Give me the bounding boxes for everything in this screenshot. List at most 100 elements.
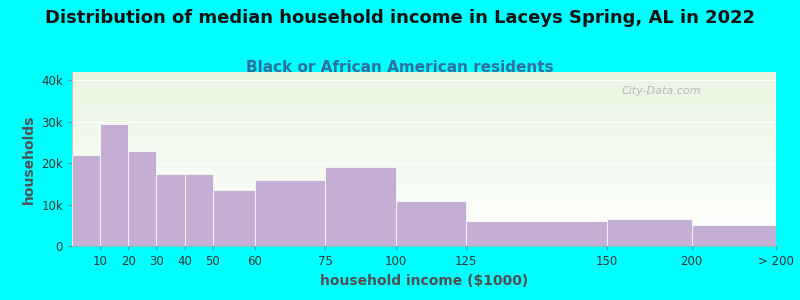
Bar xyxy=(72,80,776,81)
Bar xyxy=(72,110,776,111)
Bar xyxy=(72,182,776,183)
Bar xyxy=(72,227,776,229)
Bar xyxy=(72,99,776,100)
Bar xyxy=(72,181,776,182)
Bar xyxy=(72,160,776,161)
Bar xyxy=(72,171,776,172)
Bar xyxy=(72,163,776,164)
Bar xyxy=(72,167,776,168)
Bar xyxy=(72,135,776,136)
Bar xyxy=(72,155,776,157)
Bar xyxy=(72,150,776,151)
Bar xyxy=(72,157,776,158)
Bar xyxy=(72,120,776,121)
Bar xyxy=(72,178,776,179)
Bar xyxy=(607,219,691,246)
Bar xyxy=(72,104,776,106)
Bar xyxy=(72,112,776,114)
Bar xyxy=(72,125,776,127)
Bar xyxy=(72,130,776,131)
Bar xyxy=(72,123,776,124)
Bar xyxy=(72,174,776,175)
X-axis label: household income ($1000): household income ($1000) xyxy=(320,274,528,288)
Bar xyxy=(72,74,776,76)
Bar xyxy=(72,233,776,234)
Bar xyxy=(72,118,776,120)
Bar xyxy=(72,134,776,135)
Bar xyxy=(72,183,776,184)
Bar xyxy=(72,116,776,117)
Bar xyxy=(72,220,776,222)
Bar xyxy=(72,189,776,190)
Bar xyxy=(72,155,100,246)
Bar xyxy=(72,81,776,83)
Bar xyxy=(72,88,776,89)
Bar xyxy=(72,154,776,155)
Bar xyxy=(72,144,776,145)
Bar xyxy=(72,168,776,169)
Bar xyxy=(255,180,326,246)
Bar xyxy=(72,231,776,232)
Bar xyxy=(72,95,776,96)
Bar xyxy=(72,200,776,201)
Bar xyxy=(72,209,776,210)
Y-axis label: households: households xyxy=(22,114,36,204)
Bar xyxy=(72,109,776,110)
Text: Black or African American residents: Black or African American residents xyxy=(246,60,554,75)
Bar xyxy=(72,224,776,225)
Bar xyxy=(72,244,776,245)
Bar xyxy=(72,179,776,180)
Bar xyxy=(72,103,776,104)
Bar xyxy=(72,232,776,233)
Bar xyxy=(72,186,776,187)
Bar xyxy=(72,195,776,196)
Bar xyxy=(72,102,776,103)
Bar xyxy=(72,143,776,144)
Bar xyxy=(72,234,776,236)
Bar xyxy=(72,136,776,137)
Bar xyxy=(72,101,776,102)
Bar xyxy=(72,100,776,101)
Bar xyxy=(72,153,776,154)
Bar xyxy=(72,108,776,109)
Bar xyxy=(72,237,776,238)
Bar xyxy=(72,158,776,159)
Bar xyxy=(72,208,776,209)
Bar xyxy=(72,131,776,132)
Bar xyxy=(72,92,776,93)
Bar xyxy=(72,117,776,119)
Bar xyxy=(72,236,776,237)
Bar xyxy=(72,218,776,219)
Bar xyxy=(72,172,776,173)
Bar xyxy=(72,145,776,146)
Bar xyxy=(72,176,776,178)
Bar xyxy=(72,73,776,74)
Bar xyxy=(72,223,776,224)
Bar xyxy=(72,201,776,202)
Bar xyxy=(72,76,776,78)
Bar xyxy=(72,215,776,216)
Bar xyxy=(72,107,776,108)
Bar xyxy=(72,164,776,165)
Bar xyxy=(72,184,776,186)
Bar xyxy=(72,72,776,73)
Bar xyxy=(72,193,776,194)
Bar xyxy=(72,191,776,193)
Bar xyxy=(128,151,157,246)
Bar xyxy=(326,167,396,246)
Bar xyxy=(72,137,776,138)
Bar xyxy=(72,204,776,206)
Bar xyxy=(72,159,776,160)
Bar xyxy=(72,212,776,214)
Bar xyxy=(72,197,776,198)
Bar xyxy=(72,132,776,134)
Bar xyxy=(72,82,776,84)
Bar xyxy=(72,214,776,215)
Bar xyxy=(72,230,776,231)
Bar xyxy=(72,98,776,99)
Bar xyxy=(72,122,776,123)
Bar xyxy=(72,245,776,246)
Text: City-Data.com: City-Data.com xyxy=(621,86,701,96)
Bar xyxy=(72,210,776,211)
Bar xyxy=(72,166,776,167)
